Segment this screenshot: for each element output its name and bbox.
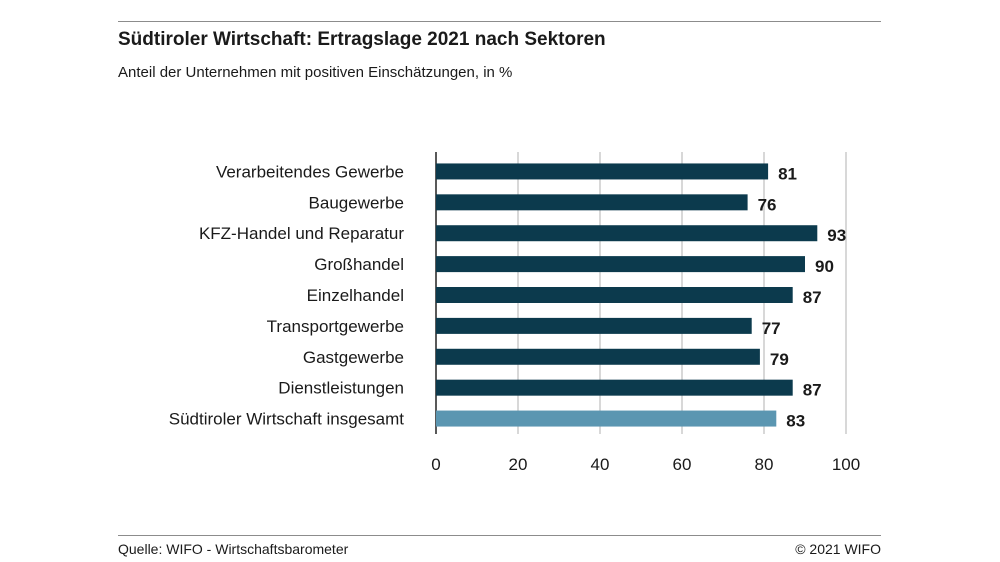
bottom-rule xyxy=(118,535,881,536)
value-label: 90 xyxy=(815,257,834,276)
value-label: 81 xyxy=(778,164,797,183)
value-label: 79 xyxy=(770,350,789,369)
x-tick-label: 60 xyxy=(673,455,692,474)
chart-subtitle: Anteil der Unternehmen mit positiven Ein… xyxy=(118,64,513,81)
x-tick-label: 100 xyxy=(832,455,860,474)
value-label: 93 xyxy=(827,226,846,245)
value-label: 76 xyxy=(758,195,777,214)
bar xyxy=(436,194,748,211)
category-label: Großhandel xyxy=(314,255,404,274)
chart-title: Südtiroler Wirtschaft: Ertragslage 2021 … xyxy=(118,29,606,50)
x-tick-label: 0 xyxy=(431,455,440,474)
category-label: Verarbeitendes Gewerbe xyxy=(216,162,404,181)
bars xyxy=(436,163,818,427)
value-label: 87 xyxy=(803,288,822,307)
category-label: Dienstleistungen xyxy=(278,379,404,398)
value-label: 77 xyxy=(762,319,781,338)
x-tick-label: 80 xyxy=(755,455,774,474)
category-label: Baugewerbe xyxy=(309,193,404,212)
x-tick-label: 20 xyxy=(509,455,528,474)
category-label: KFZ-Handel und Reparatur xyxy=(199,224,404,243)
bar-total xyxy=(436,410,777,427)
category-label: Transportgewerbe xyxy=(267,317,404,336)
labels: 0 20 40 60 80 100 Verarbeitendes Gewerbe 81 Baug… xyxy=(169,162,860,474)
bar xyxy=(436,225,818,242)
bar xyxy=(436,256,805,273)
bar xyxy=(436,379,793,396)
source-note: Quelle: WIFO - Wirtschaftsbarometer xyxy=(118,541,349,557)
category-label: Einzelhandel xyxy=(307,286,404,305)
bar xyxy=(436,317,752,334)
top-rule xyxy=(118,21,881,22)
bar xyxy=(436,287,793,303)
category-label: Gastgewerbe xyxy=(303,348,404,367)
value-label: 83 xyxy=(786,412,805,431)
bar xyxy=(436,163,769,180)
value-label: 87 xyxy=(803,381,822,400)
bar xyxy=(436,348,760,365)
category-label: Südtiroler Wirtschaft insgesamt xyxy=(169,410,405,429)
copyright-note: © 2021 WIFO xyxy=(795,541,881,557)
x-tick-label: 40 xyxy=(591,455,610,474)
